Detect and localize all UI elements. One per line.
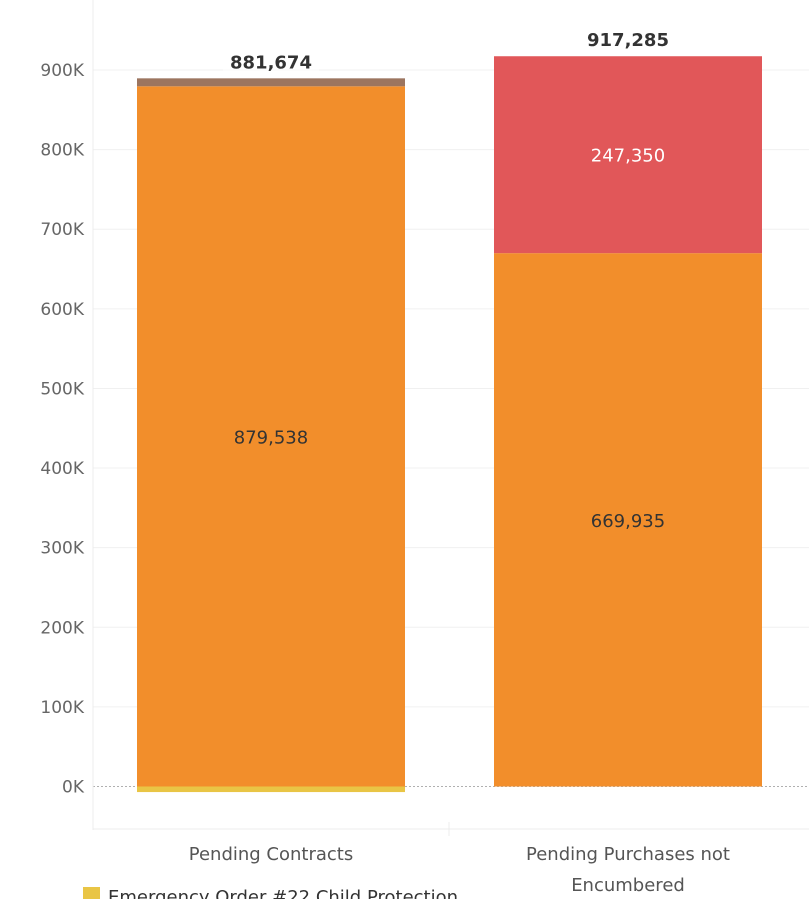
category-label: Encumbered [571, 875, 685, 896]
segment-label: 879,538 [234, 427, 308, 448]
bar-segment[interactable] [494, 253, 762, 787]
bar-segment[interactable] [494, 56, 762, 254]
y-tick-label: 700K [40, 220, 84, 240]
y-tick-label: 1000K [30, 0, 85, 1]
y-tick-label: 500K [40, 379, 84, 399]
y-tick-label: 900K [40, 61, 84, 81]
segment-label: 669,935 [591, 511, 665, 532]
total-label: 917,285 [587, 30, 669, 51]
data-labels: 879,538 881,674 669,935 247,350 917,285 [223, 30, 669, 532]
legend-label: Emergency Order #22 Child Protection [108, 887, 458, 899]
total-label-bg [223, 52, 319, 74]
category-label: Pending Contracts [189, 844, 354, 865]
y-tick-label: 200K [40, 618, 84, 638]
y-axis: 0K 100K 200K 300K 400K 500K 600K 700K 800K 900K 10… [30, 0, 809, 836]
bar-segment[interactable] [137, 86, 405, 787]
total-label: 881,674 [230, 52, 312, 73]
bar-segment[interactable] [137, 78, 405, 87]
y-tick-label: 0K [62, 778, 85, 798]
y-tick-label: 600K [40, 300, 84, 320]
bar-segment[interactable] [137, 786, 405, 793]
y-tick-label: 400K [40, 459, 84, 479]
bars [137, 56, 762, 793]
segment-label: 247,350 [591, 146, 665, 167]
y-tick-label: 100K [40, 698, 84, 718]
category-label: Pending Purchases not [526, 844, 730, 865]
y-tick-label: 300K [40, 539, 84, 559]
x-axis: Pending Contracts Pending Purchases not En… [189, 844, 730, 896]
legend-swatch[interactable] [83, 887, 100, 899]
legend: Emergency Order #22 Child Protection [83, 887, 458, 899]
y-tick-label: 800K [40, 141, 84, 161]
